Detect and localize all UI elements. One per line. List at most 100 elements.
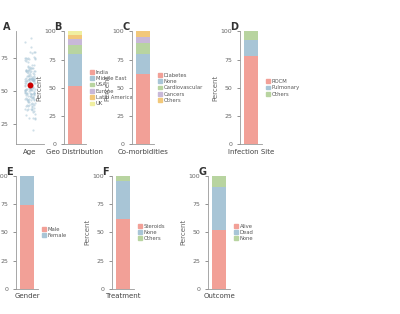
Point <box>26 89 32 94</box>
Point <box>23 90 30 95</box>
Bar <box>68 54 82 86</box>
X-axis label: Co-morbidities: Co-morbidities <box>118 149 168 154</box>
Point <box>25 97 31 102</box>
Point <box>28 87 35 92</box>
Point <box>28 44 34 49</box>
Point <box>26 76 32 81</box>
Y-axis label: Percent: Percent <box>36 75 42 101</box>
Point <box>22 83 29 88</box>
Point <box>26 74 32 79</box>
Point <box>26 73 32 78</box>
Point <box>27 83 33 88</box>
Point <box>31 87 38 92</box>
Point <box>23 96 30 101</box>
Point <box>24 78 30 83</box>
Point <box>31 74 37 79</box>
Point <box>26 77 32 82</box>
Bar <box>116 176 130 181</box>
Point <box>25 77 32 82</box>
Bar <box>136 43 150 54</box>
Bar <box>20 205 34 289</box>
Point <box>30 71 36 76</box>
Point <box>22 89 28 94</box>
Legend: Diabetes, None, Cardiovascular, Cancers, Others: Diabetes, None, Cardiovascular, Cancers,… <box>158 73 203 103</box>
Point <box>31 90 37 95</box>
Point <box>30 95 36 100</box>
Point <box>27 87 33 92</box>
Point <box>32 112 38 117</box>
Point <box>22 78 29 83</box>
Point <box>26 99 32 104</box>
X-axis label: Gender: Gender <box>14 293 40 299</box>
Point <box>31 109 38 114</box>
Point <box>31 49 37 54</box>
Point <box>22 40 29 45</box>
Point <box>29 108 35 113</box>
Point <box>23 104 29 109</box>
Bar <box>136 74 150 144</box>
Point <box>24 57 30 62</box>
Point <box>28 106 34 111</box>
Point <box>25 59 31 64</box>
Bar <box>244 41 258 56</box>
Point <box>22 87 28 92</box>
Point <box>28 91 35 96</box>
Legend: Male, Female: Male, Female <box>42 227 67 238</box>
Point <box>24 91 30 96</box>
Point <box>27 69 33 74</box>
Point <box>26 81 32 86</box>
Point <box>29 84 36 89</box>
Point <box>24 69 30 74</box>
Point <box>27 50 33 55</box>
Y-axis label: Percent: Percent <box>212 75 218 101</box>
Bar <box>244 56 258 144</box>
Point <box>27 83 33 88</box>
Point <box>26 96 32 101</box>
Point <box>26 78 32 83</box>
Point <box>22 89 28 95</box>
Point <box>27 65 34 70</box>
Point <box>32 100 38 106</box>
Point <box>30 102 37 107</box>
Bar <box>212 176 226 187</box>
Point <box>27 66 34 71</box>
Legend: ROCM, Pulmonary, Others: ROCM, Pulmonary, Others <box>266 79 300 97</box>
Point <box>31 93 37 98</box>
Point <box>29 65 36 70</box>
Point <box>23 68 29 73</box>
Point <box>29 96 35 101</box>
Point <box>31 77 37 82</box>
Point <box>30 76 36 81</box>
Point <box>29 76 35 81</box>
Point <box>30 84 36 89</box>
Point <box>30 78 36 84</box>
Point <box>29 75 36 80</box>
Point <box>24 107 31 112</box>
Point <box>23 112 29 117</box>
Text: E: E <box>6 167 13 177</box>
Point <box>23 96 29 101</box>
Bar <box>136 37 150 43</box>
Point <box>29 82 35 87</box>
Point <box>23 86 29 91</box>
Point <box>31 55 38 60</box>
Point <box>30 86 36 91</box>
Point <box>25 82 31 87</box>
Point <box>26 79 33 84</box>
Point <box>24 103 30 108</box>
Point <box>29 100 35 106</box>
Point <box>30 92 37 97</box>
Point <box>28 77 34 82</box>
Point <box>32 115 38 120</box>
X-axis label: Age: Age <box>23 149 37 154</box>
Point <box>29 76 35 81</box>
Point <box>22 79 28 84</box>
Point <box>31 77 37 82</box>
Point <box>26 103 32 108</box>
Point <box>22 80 28 85</box>
Point <box>32 116 38 122</box>
Point <box>28 66 34 71</box>
Bar <box>212 230 226 289</box>
Point <box>31 90 38 95</box>
Point <box>27 85 34 90</box>
